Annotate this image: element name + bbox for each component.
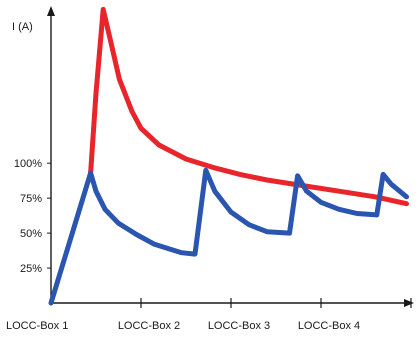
y-axis-arrow [47,6,55,16]
series [48,6,409,306]
y-tick-label: 75% [20,193,42,205]
axes: I (A) [12,6,414,307]
x-tick-label: LOCC-Box 1 [6,320,68,332]
x-tick-label: LOCC-Box 3 [208,320,270,332]
x-tick-label: LOCC-Box 2 [118,320,180,332]
x-tick-label: LOCC-Box 4 [298,320,360,332]
x-axis-arrow [404,299,414,307]
series-line-blue [48,167,409,306]
y-tick-label: 25% [20,263,42,275]
series-line-red [88,6,409,207]
y-tick-label: 100% [14,158,42,170]
ticks: LOCC-Box 1 LOCC-Box 2 LOCC-Box 3 LOCC-Box 4… [6,158,412,332]
y-axis-label: I (A) [12,21,33,33]
y-tick-label: 50% [20,228,42,240]
